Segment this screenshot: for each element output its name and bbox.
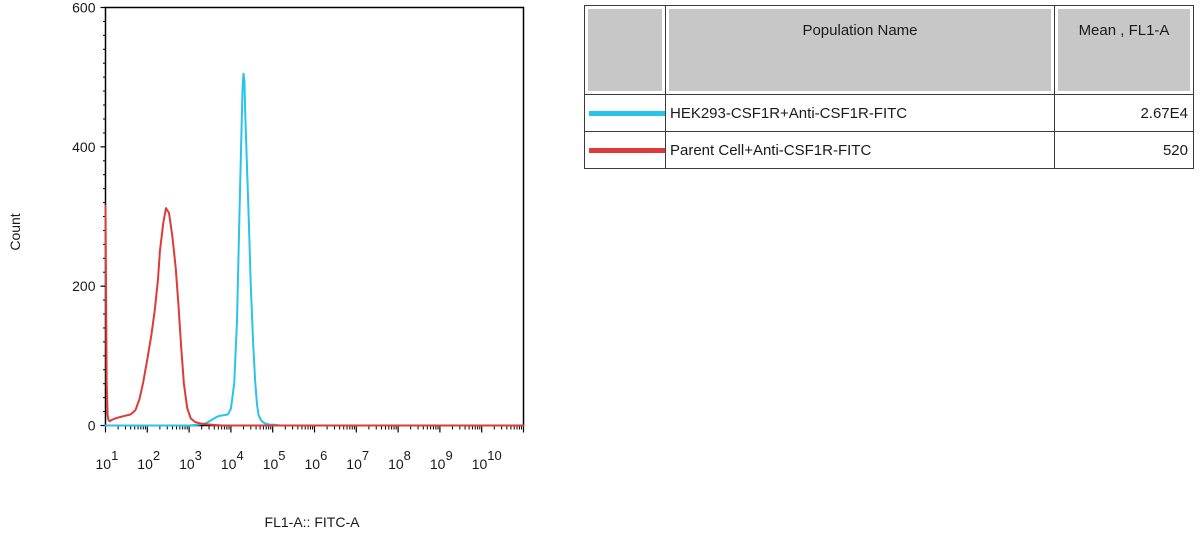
- y-tick-label: 0: [88, 418, 96, 434]
- x-tick-label: 104: [221, 448, 244, 472]
- x-tick-label: 102: [137, 448, 160, 472]
- population-name: Parent Cell+Anti-CSF1R-FITC: [665, 131, 1055, 169]
- x-tick-label: 105: [263, 448, 286, 472]
- mean-fl1a-header: Mean , FL1-A: [1054, 5, 1194, 95]
- y-tick-label: 400: [72, 139, 96, 155]
- x-tick-label: 109: [430, 448, 453, 472]
- legend-swatch-cell: [584, 94, 666, 132]
- legend-row: HEK293-CSF1R+Anti-CSF1R-FITC 2.67E4: [584, 94, 1194, 132]
- y-axis: 0 200 400 600: [72, 0, 106, 434]
- x-tick-label: 107: [346, 448, 369, 472]
- legend-swatch-red: [589, 148, 665, 153]
- population-name: HEK293-CSF1R+Anti-CSF1R-FITC: [665, 94, 1055, 132]
- x-axis-label: FL1-A:: FITC-A: [265, 514, 361, 530]
- x-tick-label: 101: [96, 448, 119, 472]
- legend-swatch-cell: [584, 131, 666, 169]
- legend-row: Parent Cell+Anti-CSF1R-FITC 520: [584, 131, 1194, 169]
- y-tick-label: 200: [72, 278, 96, 294]
- population-mean: 520: [1054, 131, 1194, 169]
- population-mean: 2.67E4: [1054, 94, 1194, 132]
- x-tick-label: 108: [388, 448, 411, 472]
- legend-corner-cell: [584, 5, 666, 95]
- x-tick-label: 106: [305, 448, 328, 472]
- x-tick-label: 1010: [472, 448, 502, 472]
- plot-frame: [104, 6, 525, 427]
- population-name-header: Population Name: [665, 5, 1055, 95]
- y-axis-label: Count: [7, 213, 23, 250]
- x-axis: 101 102 103 104 105 106 107 108 109 1010: [96, 425, 525, 472]
- population-legend-table: Population Name Mean , FL1-A HEK293-CSF1…: [584, 5, 1194, 169]
- series-line-parent-cell: [104, 205, 525, 427]
- y-tick-label: 600: [72, 0, 96, 16]
- series-line-hek293: [104, 72, 525, 427]
- legend-swatch-cyan: [589, 111, 665, 116]
- series-layer: [104, 72, 525, 427]
- x-tick-label: 103: [179, 448, 202, 472]
